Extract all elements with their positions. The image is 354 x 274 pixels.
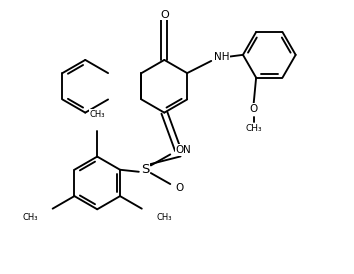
Text: O: O bbox=[175, 145, 183, 155]
Text: NH: NH bbox=[213, 52, 229, 62]
Text: O: O bbox=[250, 104, 258, 114]
Text: O: O bbox=[175, 184, 183, 193]
Text: S: S bbox=[141, 163, 149, 176]
Text: CH₃: CH₃ bbox=[157, 213, 172, 222]
Text: CH₃: CH₃ bbox=[22, 213, 38, 222]
Text: O: O bbox=[160, 10, 169, 20]
Text: CH₃: CH₃ bbox=[245, 124, 262, 133]
Text: N: N bbox=[183, 145, 191, 155]
Text: CH₃: CH₃ bbox=[90, 110, 105, 119]
